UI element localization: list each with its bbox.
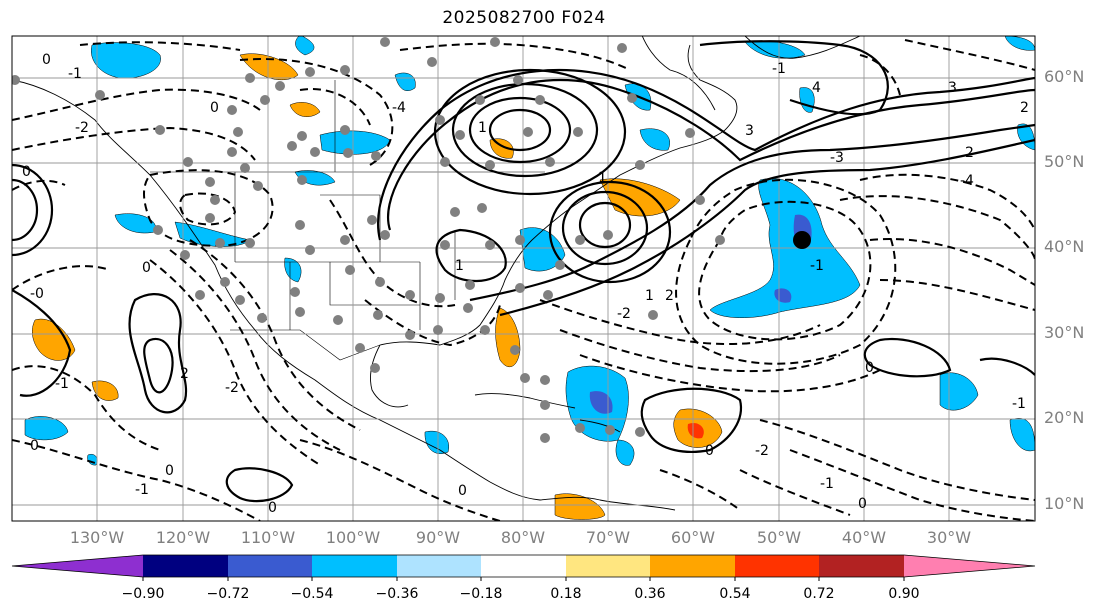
svg-text:-0: -0 xyxy=(30,286,44,302)
svg-text:4: 4 xyxy=(812,80,821,96)
svg-text:0: 0 xyxy=(268,500,277,516)
lon-label-110w: 110°W xyxy=(240,528,296,547)
lat-label-50n: 50°N xyxy=(1044,152,1085,171)
colorbar-segment xyxy=(735,555,819,577)
lon-label-50w: 50°W xyxy=(756,528,802,547)
lon-label-100w: 100°W xyxy=(325,528,381,547)
colorbar-extend-low xyxy=(12,555,143,577)
svg-text:2: 2 xyxy=(1020,100,1029,116)
colorbar-tick-label: 0.54 xyxy=(719,586,751,602)
svg-text:0: 0 xyxy=(22,164,31,180)
svg-text:-2: -2 xyxy=(617,306,631,322)
svg-text:1: 1 xyxy=(455,258,464,274)
colorbar-extend-high xyxy=(904,555,1035,577)
svg-text:-4: -4 xyxy=(392,100,406,116)
svg-text:-1: -1 xyxy=(810,258,824,274)
colorbar-tick-label: −0.90 xyxy=(121,586,165,602)
colorbar-segment xyxy=(397,555,481,577)
svg-text:-2: -2 xyxy=(225,380,239,396)
lon-label-40w: 40°W xyxy=(841,528,887,547)
colorbar-segment xyxy=(566,555,650,577)
svg-text:3: 3 xyxy=(948,80,957,96)
colorbar-tick-label: −0.72 xyxy=(206,586,250,602)
positive-contours xyxy=(12,40,1035,503)
svg-text:0: 0 xyxy=(30,438,39,454)
colorbar xyxy=(11,554,1036,581)
colorbar-tick-label: −0.18 xyxy=(459,586,503,602)
colorbar-tick-label: −0.54 xyxy=(290,586,334,602)
svg-text:0: 0 xyxy=(865,360,874,376)
map-background xyxy=(12,36,1035,521)
svg-text:1: 1 xyxy=(478,120,487,136)
negative-contours xyxy=(12,39,1035,521)
svg-text:-1: -1 xyxy=(55,376,69,392)
svg-text:-1: -1 xyxy=(68,66,82,82)
shaded-anomaly-regions xyxy=(24,36,1035,520)
colorbar-tick-label: −0.36 xyxy=(375,586,419,602)
svg-text:1: 1 xyxy=(645,288,654,304)
graticule xyxy=(12,36,1035,521)
svg-text:2: 2 xyxy=(665,288,674,304)
colorbar-segment xyxy=(312,555,397,577)
svg-text:-1: -1 xyxy=(820,476,834,492)
storm-center-marker xyxy=(793,231,811,249)
colorbar-tick-label: 0.72 xyxy=(803,586,835,602)
colorbar-tick-label: 0.36 xyxy=(634,586,666,602)
svg-text:1: 1 xyxy=(598,170,607,186)
lat-label-60n: 60°N xyxy=(1044,67,1085,86)
colorbar-tick-label: 0.90 xyxy=(888,586,920,602)
lon-label-70w: 70°W xyxy=(585,528,631,547)
svg-text:-2: -2 xyxy=(75,120,89,136)
lat-label-20n: 20°N xyxy=(1044,408,1085,427)
colorbar-tick-label: 0.18 xyxy=(550,586,582,602)
colorbar-segment xyxy=(481,555,566,577)
svg-text:-1: -1 xyxy=(1012,396,1026,412)
colorbar-segment xyxy=(228,555,312,577)
lon-label-80w: 80°W xyxy=(500,528,546,547)
svg-text:0: 0 xyxy=(210,100,219,116)
lon-label-90w: 90°W xyxy=(415,528,461,547)
svg-text:-1: -1 xyxy=(772,61,786,77)
svg-text:0: 0 xyxy=(458,483,467,499)
map-frame xyxy=(11,35,1036,522)
colorbar-segment xyxy=(650,555,735,577)
lon-label-130w: 130°W xyxy=(69,528,125,547)
map-title: 2025082700 F024 xyxy=(442,8,606,28)
svg-text:0: 0 xyxy=(858,496,867,512)
lon-label-30w: 30°W xyxy=(926,528,972,547)
lat-label-40n: 40°N xyxy=(1044,237,1085,256)
lat-label-10n: 10°N xyxy=(1044,494,1085,513)
svg-text:-3: -3 xyxy=(830,150,844,166)
colorbar-segment xyxy=(143,555,228,577)
contour-labels: 0 -1 -2 0 -4 1 1 3 4 -1 3 2 2 -4 -3 0 0 … xyxy=(22,52,1029,516)
svg-text:0: 0 xyxy=(165,463,174,479)
svg-text:-2: -2 xyxy=(755,443,769,459)
svg-text:0: 0 xyxy=(42,52,51,68)
lon-label-60w: 60°W xyxy=(670,528,716,547)
svg-text:-4: -4 xyxy=(960,173,974,189)
lon-label-120w: 120°W xyxy=(155,528,211,547)
coastlines xyxy=(12,36,861,511)
svg-text:3: 3 xyxy=(745,123,754,139)
svg-text:0: 0 xyxy=(142,260,151,276)
svg-text:-1: -1 xyxy=(135,482,149,498)
svg-text:0: 0 xyxy=(705,443,714,459)
station-markers xyxy=(12,37,725,443)
lat-label-30n: 30°N xyxy=(1044,323,1085,342)
svg-text:2: 2 xyxy=(965,145,974,161)
svg-text:2: 2 xyxy=(180,366,189,382)
colorbar-segment xyxy=(819,555,904,577)
